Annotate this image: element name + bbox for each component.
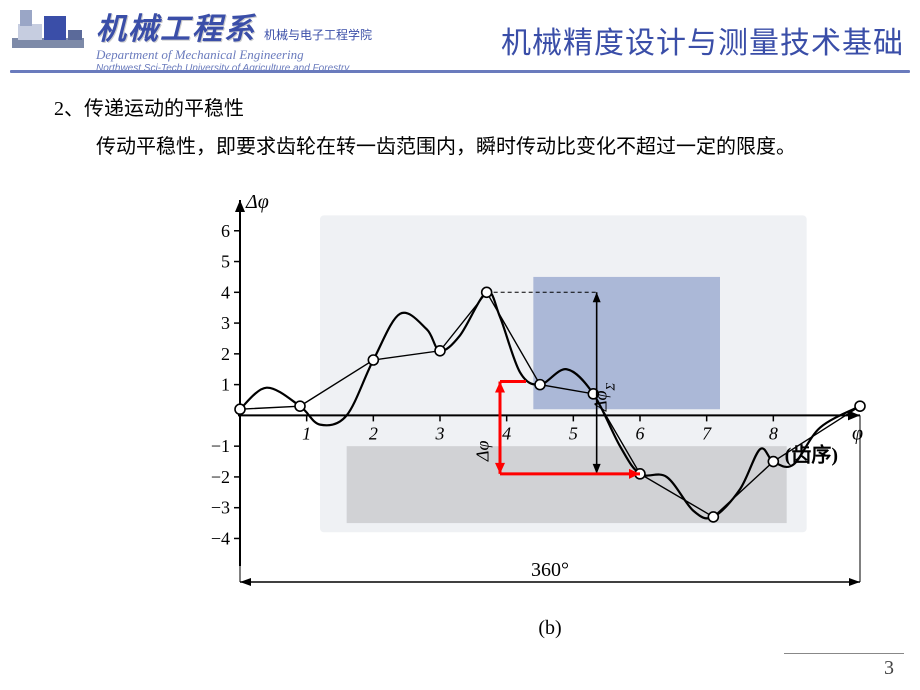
svg-text:−1: −1 bbox=[211, 436, 230, 456]
section-body: 传动平稳性，即要求齿轮在转一齿范围内，瞬时传动比变化不超过一定的限度。 bbox=[96, 128, 870, 166]
course-title: 机械精度设计与测量技术基础 bbox=[501, 18, 904, 62]
slide-content: 2、传递运动的平稳性 传动平稳性，即要求齿轮在转一齿范围内，瞬时传动比变化不超过… bbox=[0, 72, 920, 166]
dept-name-cn: 机械工程系 bbox=[96, 4, 256, 48]
svg-text:6: 6 bbox=[221, 221, 230, 241]
page-header: 机械工程系 机械与电子工程学院 Department of Mechanical… bbox=[0, 0, 920, 72]
svg-text:7: 7 bbox=[702, 423, 712, 443]
svg-text:3: 3 bbox=[435, 423, 445, 443]
machine-tool-icon bbox=[10, 4, 90, 54]
transmission-error-chart: −4−3−2−112345612345678Δφφ(齿序)ΔφΣΔφ360°(b… bbox=[180, 180, 880, 640]
svg-text:6: 6 bbox=[636, 423, 645, 443]
svg-text:2: 2 bbox=[369, 423, 378, 443]
svg-text:5: 5 bbox=[569, 423, 578, 443]
svg-text:8: 8 bbox=[769, 423, 778, 443]
svg-text:(b): (b) bbox=[538, 617, 561, 639]
dept-text-block: 机械工程系 机械与电子工程学院 Department of Mechanical… bbox=[96, 4, 372, 73]
svg-text:5: 5 bbox=[221, 252, 230, 272]
dept-name-en: Department of Mechanical Engineering bbox=[96, 48, 372, 62]
svg-text:Δφ: Δφ bbox=[245, 191, 269, 213]
svg-text:−4: −4 bbox=[211, 528, 230, 548]
footer-divider bbox=[784, 653, 904, 654]
svg-text:Δφ: Δφ bbox=[473, 441, 493, 463]
svg-text:2: 2 bbox=[221, 344, 230, 364]
page-number: 3 bbox=[884, 657, 894, 680]
svg-text:4: 4 bbox=[502, 423, 511, 443]
dept-logo-block: 机械工程系 机械与电子工程学院 Department of Mechanical… bbox=[10, 4, 372, 73]
svg-text:4: 4 bbox=[221, 282, 230, 302]
dept-college-cn: 机械与电子工程学院 bbox=[264, 26, 372, 43]
svg-text:1: 1 bbox=[221, 375, 230, 395]
svg-text:(齿序): (齿序) bbox=[785, 442, 838, 466]
header-divider bbox=[10, 70, 910, 73]
svg-text:−3: −3 bbox=[211, 498, 230, 518]
svg-text:−2: −2 bbox=[211, 467, 230, 487]
section-title: 2、传递运动的平稳性 bbox=[54, 90, 870, 128]
svg-text:360°: 360° bbox=[531, 559, 569, 581]
svg-text:3: 3 bbox=[221, 313, 230, 333]
svg-text:φ: φ bbox=[852, 422, 863, 444]
svg-text:1: 1 bbox=[302, 423, 311, 443]
